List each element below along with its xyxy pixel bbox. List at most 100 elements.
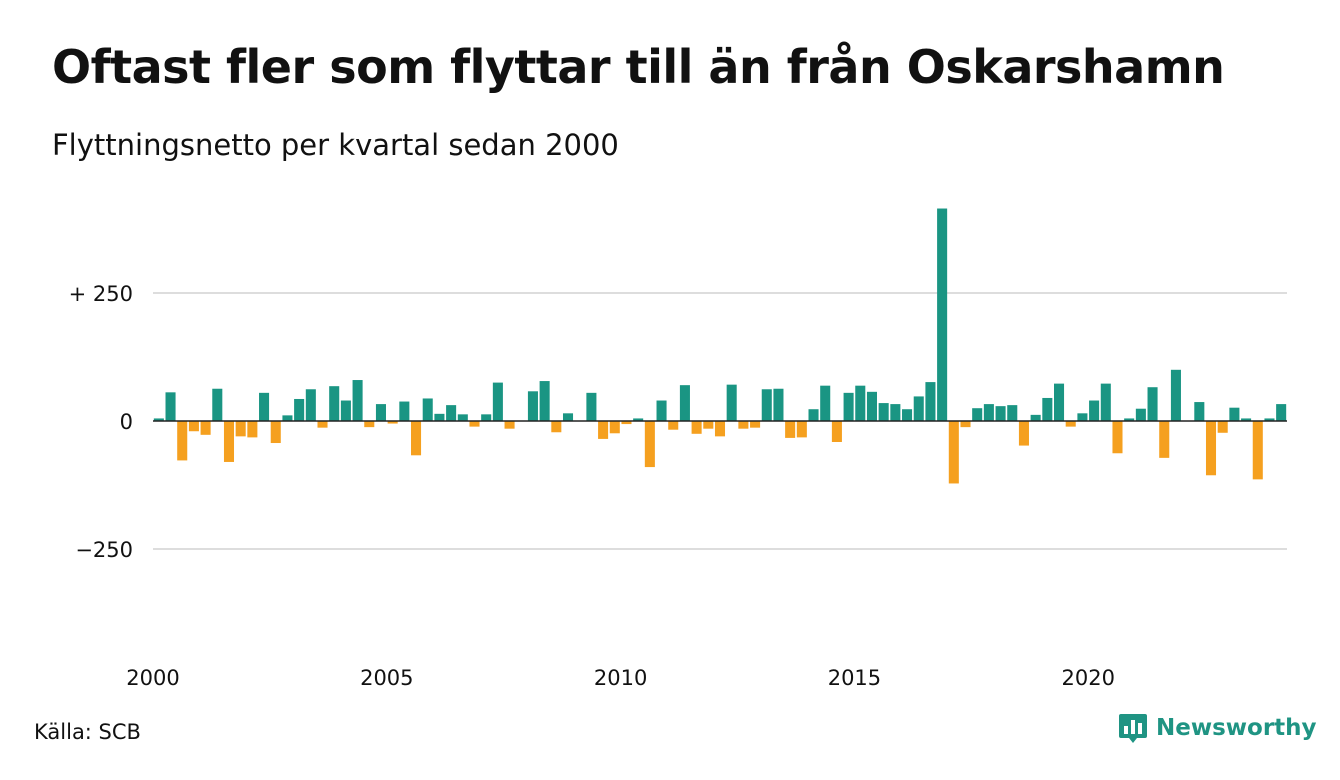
bar-positive xyxy=(212,388,223,421)
bar-negative xyxy=(831,421,842,442)
bar-negative xyxy=(598,421,609,439)
x-tick-label: 2010 xyxy=(594,666,647,690)
bar-positive xyxy=(434,413,445,421)
bar-positive xyxy=(1229,407,1240,421)
bar-positive xyxy=(843,392,854,421)
bar-negative xyxy=(948,421,959,484)
bar-negative xyxy=(364,421,375,428)
bar-positive xyxy=(340,400,351,421)
bar-positive xyxy=(457,414,468,421)
bar-negative xyxy=(1018,421,1029,446)
bar-positive xyxy=(995,406,1006,421)
bar-positive xyxy=(679,385,690,421)
bar-negative xyxy=(235,421,246,437)
x-tick-label: 2005 xyxy=(360,666,413,690)
bar-positive xyxy=(375,404,386,421)
bar-negative xyxy=(714,421,726,437)
bar-positive xyxy=(294,398,305,421)
bar-positive xyxy=(1276,404,1287,421)
bar-negative xyxy=(691,421,702,434)
bar-negative xyxy=(621,421,632,425)
bar-negative xyxy=(270,421,281,444)
bar-negative xyxy=(1205,421,1217,476)
bar-negative xyxy=(1065,421,1076,427)
brand-logo: Newsworthy xyxy=(1118,712,1317,744)
bar-positive xyxy=(1077,413,1088,421)
bar-positive xyxy=(1054,383,1065,421)
bar-positive xyxy=(656,400,667,421)
bar-positive xyxy=(902,409,913,421)
bar-positive xyxy=(808,409,819,421)
bar-positive xyxy=(972,408,983,421)
bar-positive xyxy=(527,391,538,421)
bar-negative xyxy=(609,421,620,434)
bar-positive xyxy=(1264,418,1275,421)
bar-negative xyxy=(177,421,188,461)
x-tick-label: 2020 xyxy=(1062,666,1115,690)
bar-negative xyxy=(223,421,235,462)
bar-negative xyxy=(703,421,714,429)
bar-negative xyxy=(411,421,422,456)
x-tick-label: 2015 xyxy=(828,666,881,690)
bar-negative xyxy=(738,421,749,429)
bar-positive xyxy=(282,415,293,421)
bar-negative xyxy=(387,421,398,424)
chart-subtitle: Flyttningsnetto per kvartal sedan 2000 xyxy=(52,128,619,162)
bar-negative xyxy=(960,421,971,428)
bar-positive xyxy=(352,380,363,421)
brand-name: Newsworthy xyxy=(1156,715,1317,741)
bar-positive xyxy=(878,403,889,421)
bar-negative xyxy=(668,421,679,430)
bar-positive xyxy=(773,388,784,421)
bar-positive xyxy=(1089,400,1100,421)
bar-negative xyxy=(785,421,796,438)
bar-positive xyxy=(481,414,492,421)
bar-positive xyxy=(539,381,550,421)
bar-positive xyxy=(446,405,457,421)
bar-positive xyxy=(259,392,270,421)
bar-positive xyxy=(1030,414,1041,421)
bar-positive xyxy=(1194,402,1205,421)
bar-positive xyxy=(1007,405,1018,421)
bar-positive xyxy=(1147,387,1158,421)
bar-negative xyxy=(247,421,258,438)
bar-positive xyxy=(726,384,737,421)
bar-positive xyxy=(866,391,877,421)
bar-negative xyxy=(504,421,515,429)
y-tick-label: + 250 xyxy=(69,282,133,306)
bar-positive xyxy=(305,389,316,421)
bar-negative xyxy=(1159,421,1170,458)
bar-positive xyxy=(1170,369,1181,421)
bar-positive xyxy=(913,396,924,421)
y-tick-label: 0 xyxy=(120,410,133,434)
bar-chart: + 250 0 −250 2000 2005 2010 2015 2020 xyxy=(69,208,1287,690)
bar-positive xyxy=(633,418,644,421)
bar-positive xyxy=(399,401,410,421)
bar-positive xyxy=(329,386,340,421)
bar-positive xyxy=(1135,408,1146,421)
bar-positive xyxy=(983,404,994,421)
bar-positive xyxy=(422,398,433,421)
bar-positive xyxy=(492,382,503,421)
bar-positive xyxy=(1124,418,1135,421)
bar-negative xyxy=(200,421,211,435)
bar-positive xyxy=(1100,383,1111,421)
bar-positive xyxy=(165,392,176,421)
bar-positive xyxy=(761,389,772,421)
bar-negative xyxy=(796,421,807,438)
bar-chart-logo-icon xyxy=(1119,714,1147,743)
y-tick-label: −250 xyxy=(75,538,133,562)
bar-positive xyxy=(925,382,936,421)
bar-negative xyxy=(188,421,199,432)
bar-positive xyxy=(890,404,901,421)
chart-title: Oftast fler som flyttar till än från Osk… xyxy=(52,40,1225,94)
bar-negative xyxy=(1217,421,1228,433)
bar-negative xyxy=(317,421,328,428)
bar-positive xyxy=(1042,397,1053,421)
bar-positive xyxy=(855,385,866,421)
x-tick-label: 2000 xyxy=(126,666,179,690)
source-note: Källa: SCB xyxy=(34,720,141,744)
bar-negative xyxy=(750,421,761,428)
bar-negative xyxy=(644,421,655,468)
bar-negative xyxy=(551,421,562,433)
